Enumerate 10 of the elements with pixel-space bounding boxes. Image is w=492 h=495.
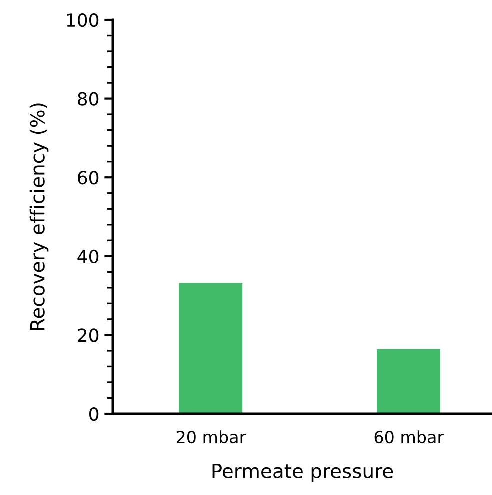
- x-tick-label: 60 mbar: [374, 430, 444, 444]
- x-tick-label: 20 mbar: [176, 430, 246, 444]
- y-tick-label: 80: [78, 92, 99, 106]
- y-tick-label: 100: [67, 13, 99, 28]
- y-tick-label: 60: [78, 171, 99, 185]
- x-axis-title: Permeate pressure: [212, 464, 394, 482]
- y-tick-label: 20: [78, 328, 99, 342]
- y-axis-title: Recovery efficiency (%): [30, 104, 49, 330]
- y-tick-label: 40: [78, 250, 99, 264]
- y-tick-label: 0: [90, 407, 99, 422]
